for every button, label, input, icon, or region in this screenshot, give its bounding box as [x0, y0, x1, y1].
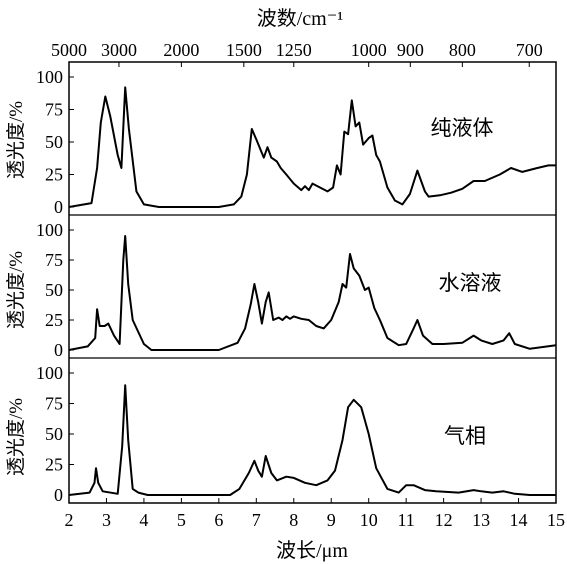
- y-tick-label: 0: [54, 485, 63, 505]
- x-tick-label: 2: [65, 510, 74, 530]
- y-tick-label: 0: [54, 340, 63, 360]
- top-tick-label: 3000: [101, 40, 137, 60]
- top-axis: 5000 3000 2000 1500 1250 1000 900 800 700: [51, 40, 543, 67]
- top-tick-label: 700: [516, 40, 543, 60]
- y-tick-label: 75: [45, 394, 63, 414]
- top-tick-label: 5000: [51, 40, 87, 60]
- x-tick-label: 12: [435, 510, 453, 530]
- y-tick-label: 75: [45, 100, 63, 120]
- panel-2: 0 25 50 75 100 透光度/% 水溶液: [5, 214, 557, 360]
- panel-label: 纯液体: [431, 116, 494, 140]
- panel-3: 0 25 50 75 100 透光度/% 气相: [5, 357, 556, 505]
- x-tick-label: 6: [214, 510, 223, 530]
- top-tick-label: 1250: [276, 40, 312, 60]
- spectrum-line: [68, 235, 557, 351]
- top-tick-label: 1500: [226, 40, 262, 60]
- top-tick-label: 900: [397, 40, 424, 60]
- x-tick-label: 11: [397, 510, 414, 530]
- plot-frame: [68, 61, 557, 504]
- x-tick-label: 7: [252, 510, 261, 530]
- y-tick-label: 100: [36, 220, 63, 240]
- x-tick-label: 13: [472, 510, 490, 530]
- y-tick-label: 100: [36, 67, 63, 87]
- x-tick-label: 10: [360, 510, 378, 530]
- y-tick-label: 0: [54, 197, 63, 217]
- x-axis-label: 波长/μm: [276, 539, 348, 562]
- plot-border: [68, 61, 557, 504]
- y-tick-label: 100: [36, 363, 63, 383]
- bottom-axis: 2 3 4 5 6 7 8 9 10 11 12 13 14 15: [65, 498, 565, 530]
- x-tick-label: 8: [289, 510, 298, 530]
- x-tick-label: 9: [327, 510, 336, 530]
- y-tick-label: 50: [45, 424, 63, 444]
- top-tick-label: 1000: [351, 40, 387, 60]
- y-axis-label: 透光度/%: [5, 398, 27, 476]
- y-tick-label: 25: [45, 165, 63, 185]
- top-tick-label: 2000: [163, 40, 199, 60]
- panel-label: 气相: [444, 424, 486, 448]
- y-axis-label: 透光度/%: [5, 251, 27, 329]
- spectrum-line: [68, 384, 556, 496]
- spectrum-line: [68, 86, 556, 208]
- x-tick-label: 14: [510, 510, 528, 530]
- y-axis-label: 透光度/%: [5, 101, 27, 179]
- y-tick-label: 25: [45, 310, 63, 330]
- x-tick-label: 15: [547, 510, 565, 530]
- y-tick-label: 50: [45, 132, 63, 152]
- spectrum-panels: 0 25 50 75 100 透光度/% 纯液体 0 25 50 75 100 透光度/% 水溶液 0 25 5…: [5, 67, 557, 505]
- panel-1: 0 25 50 75 100 透光度/% 纯液体: [5, 67, 556, 217]
- x-tick-label: 3: [102, 510, 111, 530]
- top-axis-label: 波数/cm⁻¹: [257, 7, 344, 30]
- top-tick-label: 800: [449, 40, 476, 60]
- x-tick-label: 5: [177, 510, 186, 530]
- x-tick-label: 4: [139, 510, 148, 530]
- y-tick-label: 75: [45, 250, 63, 270]
- y-tick-label: 25: [45, 455, 63, 475]
- y-tick-label: 50: [45, 280, 63, 300]
- panel-label: 水溶液: [439, 271, 502, 295]
